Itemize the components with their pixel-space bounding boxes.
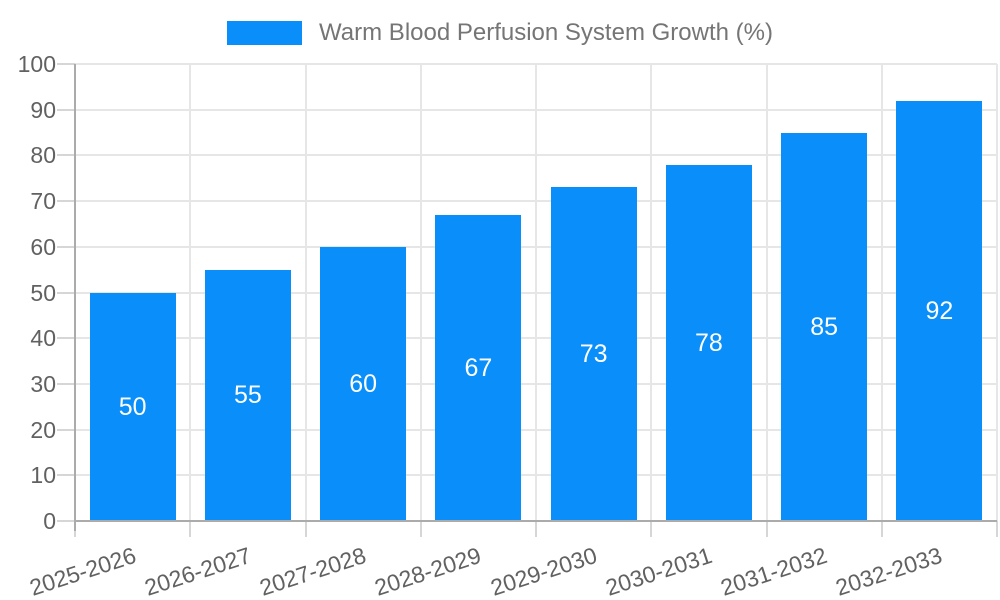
bar-value-label: 78 xyxy=(694,328,723,357)
x-tick xyxy=(880,521,883,537)
x-axis-label: 2030-2031 xyxy=(602,542,715,600)
x-tick xyxy=(650,521,653,537)
bar[interactable] xyxy=(89,292,176,521)
gridline-v xyxy=(304,64,307,521)
bar[interactable] xyxy=(781,132,868,521)
bar[interactable] xyxy=(896,100,983,521)
y-tick xyxy=(57,474,75,477)
x-tick xyxy=(304,521,307,537)
bar-value-label: 60 xyxy=(349,369,378,398)
x-axis-label: 2025-2026 xyxy=(26,542,139,600)
y-axis-label: 0 xyxy=(43,508,56,534)
gridline-v xyxy=(650,64,653,521)
bar-value-label: 73 xyxy=(579,340,608,369)
axis-x-line xyxy=(75,520,997,522)
legend[interactable]: Warm Blood Perfusion System Growth (%) xyxy=(0,19,1000,47)
y-axis-label: 10 xyxy=(30,462,56,489)
legend-swatch xyxy=(227,21,303,45)
y-axis-label: 50 xyxy=(30,279,56,306)
y-tick xyxy=(57,245,75,248)
x-axis-label: 2031-2032 xyxy=(717,542,831,600)
bar-value-label: 67 xyxy=(464,353,493,382)
bar-value-label: 92 xyxy=(925,296,954,325)
x-axis-label: 2028-2029 xyxy=(371,542,485,600)
y-tick xyxy=(57,520,75,522)
y-tick xyxy=(57,291,75,294)
y-tick xyxy=(57,337,75,340)
x-tick xyxy=(996,521,998,537)
bar[interactable] xyxy=(320,246,407,521)
y-tick xyxy=(57,382,75,385)
y-axis-label: 90 xyxy=(30,96,56,123)
y-axis-label: 30 xyxy=(30,370,56,397)
gridline-v xyxy=(880,64,883,521)
bar-value-label: 55 xyxy=(233,381,262,410)
y-tick xyxy=(57,154,75,157)
x-axis-label: 2027-2028 xyxy=(256,542,370,600)
y-axis-label: 100 xyxy=(17,51,56,77)
bar[interactable] xyxy=(435,214,522,521)
y-tick xyxy=(57,108,75,111)
bar[interactable] xyxy=(550,187,637,521)
bar-value-label: 85 xyxy=(810,312,839,341)
gridline-v xyxy=(189,64,192,521)
x-tick xyxy=(535,521,537,537)
bar-value-label: 50 xyxy=(118,392,147,421)
bar[interactable] xyxy=(204,269,291,521)
y-tick xyxy=(57,63,75,65)
gridline-v xyxy=(765,64,768,521)
gridline-v xyxy=(535,64,537,521)
x-tick xyxy=(189,521,192,537)
y-axis-label: 60 xyxy=(30,233,56,260)
x-axis-label: 2026-2027 xyxy=(141,542,254,600)
x-axis-label: 2029-2030 xyxy=(487,542,600,600)
x-tick xyxy=(765,521,768,537)
y-axis-label: 40 xyxy=(30,325,56,352)
gridline-v xyxy=(419,64,422,521)
x-axis-label: 2032-2033 xyxy=(832,542,946,600)
y-axis-label: 80 xyxy=(30,142,56,169)
axis-y-line xyxy=(74,64,76,531)
bar[interactable] xyxy=(665,164,752,521)
y-tick xyxy=(57,200,75,203)
legend-label: Warm Blood Perfusion System Growth (%) xyxy=(319,19,773,46)
gridline-v xyxy=(996,64,998,521)
y-axis-label: 70 xyxy=(30,188,56,215)
y-axis-label: 20 xyxy=(30,416,56,443)
y-tick xyxy=(57,428,75,431)
x-tick xyxy=(419,521,422,537)
